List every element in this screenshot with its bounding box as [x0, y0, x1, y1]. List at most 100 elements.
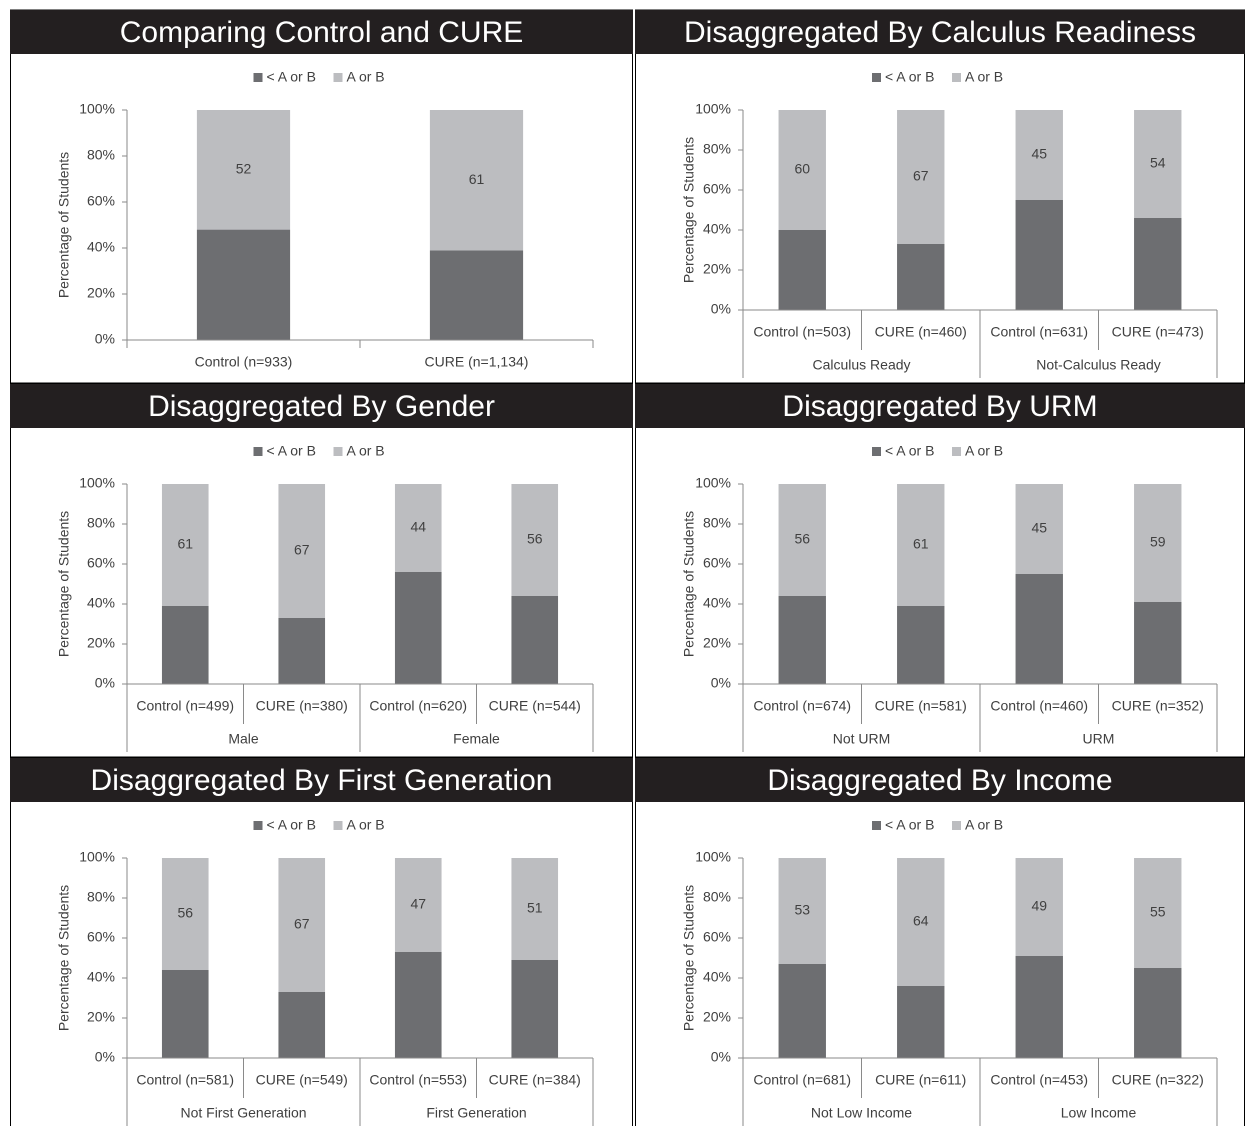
- bar-segment: [778, 964, 826, 1058]
- bar-segment: [1134, 484, 1182, 602]
- legend-label: < A or B: [885, 817, 934, 833]
- bar-segment: [1134, 110, 1182, 218]
- x-tick-label: Control (n=933): [195, 354, 293, 370]
- y-axis-label: Percentage of Students: [681, 885, 697, 1031]
- x-tick-label: Control (n=631): [990, 324, 1088, 340]
- bar-segment: [511, 596, 559, 684]
- y-tick-label: 40%: [87, 595, 115, 611]
- y-tick-label: 60%: [703, 929, 731, 945]
- bar-segment: [278, 618, 326, 684]
- bar-segment: [278, 484, 326, 618]
- bar-segment: [429, 250, 524, 340]
- x-tick-label: Control (n=453): [990, 1072, 1088, 1088]
- group-label: Female: [453, 731, 500, 747]
- chart-title: Comparing Control and CURE: [120, 16, 524, 49]
- title-bar: [635, 758, 1245, 802]
- legend-label: A or B: [347, 443, 385, 459]
- y-tick-label: 20%: [703, 1009, 731, 1025]
- bar-segment: [429, 110, 524, 251]
- value-label: 54: [1150, 155, 1166, 171]
- value-label: 45: [1031, 146, 1047, 162]
- bar-segment: [897, 858, 945, 986]
- bar-segment: [1015, 200, 1063, 310]
- y-tick-label: 80%: [703, 515, 731, 531]
- y-tick-label: 20%: [87, 635, 115, 651]
- legend-swatch: [253, 821, 263, 830]
- x-tick-label: Control (n=620): [369, 698, 467, 714]
- bar-segment: [1015, 574, 1063, 684]
- legend-swatch: [872, 821, 881, 830]
- y-tick-label: 0%: [711, 675, 731, 691]
- chart-title: Disaggregated By Calculus Readiness: [684, 16, 1196, 49]
- bar-segment: [278, 992, 326, 1058]
- y-tick-label: 0%: [95, 1049, 115, 1065]
- bar-segment: [511, 858, 559, 960]
- group-label: Calculus Ready: [812, 357, 910, 373]
- bar-segment: [778, 110, 826, 230]
- bar-segment: [778, 230, 826, 310]
- legend-label: A or B: [347, 817, 385, 833]
- y-tick-label: 20%: [703, 261, 731, 277]
- title-bar: [10, 758, 633, 802]
- y-tick-label: 60%: [87, 555, 115, 571]
- bar-segment: [161, 970, 209, 1058]
- legend-label: A or B: [347, 69, 385, 85]
- x-tick-label: CURE (n=549): [256, 1072, 348, 1088]
- value-label: 56: [794, 531, 810, 547]
- legend-label: A or B: [965, 817, 1003, 833]
- group-label: Not-Calculus Ready: [1036, 357, 1161, 373]
- x-tick-label: CURE (n=460): [875, 324, 967, 340]
- bar-segment: [897, 484, 945, 606]
- x-tick-label: CURE (n=352): [1112, 698, 1204, 714]
- y-tick-label: 20%: [703, 635, 731, 651]
- bar-segment: [1015, 858, 1063, 956]
- bar-segment: [778, 484, 826, 596]
- bar-segment: [897, 244, 945, 310]
- y-tick-label: 60%: [87, 929, 115, 945]
- y-tick-label: 0%: [95, 331, 115, 347]
- legend-label: < A or B: [885, 443, 934, 459]
- bar-segment: [1015, 110, 1063, 200]
- y-axis-label: Percentage of Students: [56, 885, 72, 1031]
- title-bar: [635, 384, 1245, 428]
- bar-segment: [1134, 602, 1182, 684]
- x-tick-label: CURE (n=1,134): [425, 354, 529, 370]
- value-label: 53: [794, 902, 810, 918]
- x-tick-label: Control (n=674): [753, 698, 851, 714]
- bar-segment: [394, 952, 442, 1058]
- y-axis-label: Percentage of Students: [56, 511, 72, 657]
- chart-title: Disaggregated By Income: [767, 764, 1112, 797]
- bar-segment: [778, 596, 826, 684]
- bar-segment: [161, 484, 209, 606]
- bar-segment: [196, 229, 291, 340]
- x-tick-label: CURE (n=473): [1112, 324, 1204, 340]
- legend-swatch: [952, 447, 961, 456]
- value-label: 59: [1150, 534, 1166, 550]
- bar-segment: [278, 858, 326, 992]
- group-label: Not URM: [833, 731, 891, 747]
- y-tick-label: 100%: [79, 849, 115, 865]
- x-tick-label: CURE (n=581): [875, 698, 967, 714]
- y-tick-label: 20%: [87, 285, 115, 301]
- value-label: 67: [913, 168, 929, 184]
- x-tick-label: CURE (n=322): [1112, 1072, 1204, 1088]
- bar-segment: [511, 960, 559, 1058]
- x-tick-label: CURE (n=611): [875, 1072, 966, 1088]
- value-label: 52: [236, 161, 252, 177]
- chart-title: Disaggregated By URM: [782, 390, 1097, 423]
- y-tick-label: 100%: [79, 475, 115, 491]
- value-label: 60: [794, 161, 810, 177]
- bar-segment: [196, 110, 291, 230]
- y-tick-label: 40%: [87, 239, 115, 255]
- bar-segment: [394, 858, 442, 952]
- bar-segment: [511, 484, 559, 596]
- y-tick-label: 60%: [87, 193, 115, 209]
- legend-swatch: [253, 73, 263, 82]
- x-tick-label: Control (n=553): [369, 1072, 467, 1088]
- bar-segment: [897, 110, 945, 244]
- chart-title: Disaggregated By Gender: [148, 390, 495, 423]
- y-tick-label: 80%: [87, 147, 115, 163]
- bar-segment: [897, 606, 945, 684]
- legend-swatch: [253, 447, 263, 456]
